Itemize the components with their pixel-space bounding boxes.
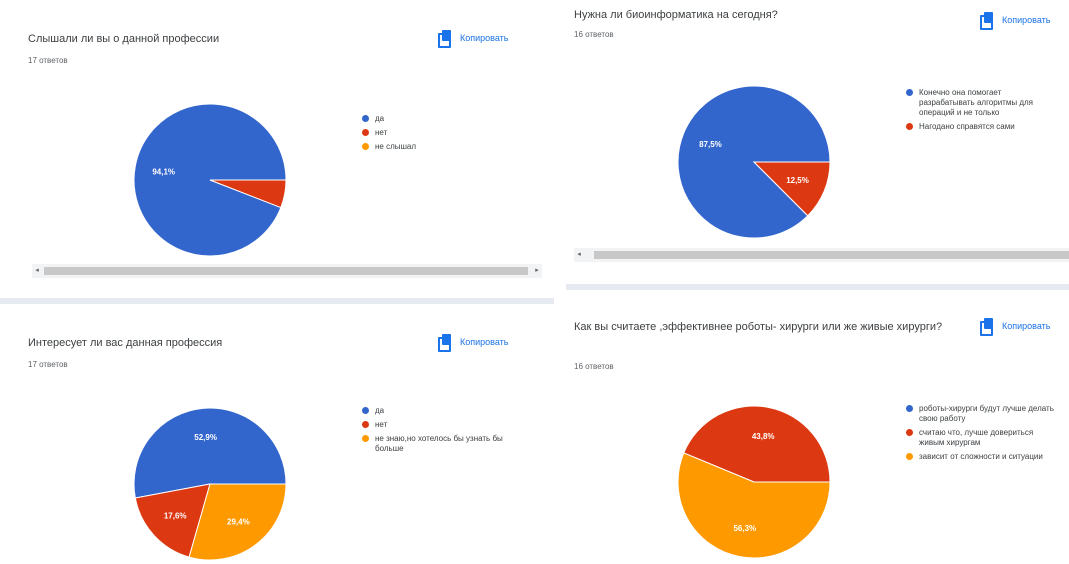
legend-dot: [362, 115, 369, 122]
pie-slice-2[interactable]: [188, 483, 287, 561]
legend-item[interactable]: не знаю,но хотелось бы узнать бы больше: [362, 434, 522, 454]
legend-dot: [906, 123, 913, 130]
slice-label: 43,8%: [752, 432, 775, 441]
response-count: 16 ответов: [574, 30, 614, 39]
copy-button[interactable]: Копировать: [980, 12, 1051, 30]
copy-label: Копировать: [1002, 14, 1051, 25]
response-count: 17 ответов: [28, 56, 68, 65]
question-title: Нужна ли биоинформатика на сегодня?: [574, 9, 778, 21]
legend-label: Нагодано справятся сами: [919, 122, 1015, 131]
pie-slice-1[interactable]: [134, 483, 211, 558]
legend-item[interactable]: нет: [362, 128, 542, 138]
legend: да нет не слышал: [362, 114, 542, 156]
legend-item[interactable]: нет: [362, 420, 522, 430]
legend-item[interactable]: да: [362, 114, 542, 124]
legend-item[interactable]: считаю что, лучше довериться живым хирур…: [906, 428, 1056, 448]
legend-label: нет: [375, 420, 388, 429]
legend-dot: [362, 407, 369, 414]
pie-slice-1[interactable]: [209, 179, 287, 209]
copy-icon: [980, 318, 994, 336]
legend-item[interactable]: зависит от сложности и ситуации: [906, 452, 1056, 462]
horizontal-scrollbar[interactable]: ◂ ▸: [32, 264, 542, 278]
legend-item[interactable]: да: [362, 406, 522, 416]
legend-label: зависит от сложности и ситуации: [919, 452, 1043, 461]
copy-button[interactable]: Копировать: [980, 318, 1051, 336]
section-divider: [0, 298, 554, 304]
legend-label: роботы-хирурги будут лучше делать свою р…: [919, 404, 1054, 423]
pie-chart: 94,1%: [133, 103, 287, 257]
legend: Конечно она помогает разрабатывать алгор…: [906, 88, 1056, 136]
pie-chart: 52,9% 17,6% 29,4%: [133, 407, 287, 561]
section-divider: [566, 284, 1069, 290]
legend-item[interactable]: не слышал: [362, 142, 542, 152]
copy-label: Копировать: [460, 32, 509, 43]
copy-icon: [438, 334, 452, 352]
copy-button[interactable]: Копировать: [438, 30, 509, 48]
scroll-right-icon[interactable]: ▸: [535, 267, 539, 274]
legend-dot: [362, 421, 369, 428]
response-count: 16 ответов: [574, 362, 614, 371]
scroll-left-icon[interactable]: ◂: [577, 251, 581, 258]
legend-dot: [906, 429, 913, 436]
legend-label: нет: [375, 128, 388, 137]
pie-slice-0[interactable]: [133, 407, 287, 499]
legend-dot: [362, 143, 369, 150]
pie-slice-1[interactable]: [683, 405, 831, 483]
copy-label: Копировать: [460, 336, 509, 347]
legend-dot: [362, 435, 369, 442]
question-title: Как вы считаете ,эффективнее роботы- хир…: [574, 321, 943, 333]
scroll-thumb[interactable]: [44, 267, 528, 275]
chart-card-4: Как вы считаете ,эффективнее роботы- хир…: [566, 292, 1069, 564]
legend-dot: [906, 405, 913, 412]
copy-button[interactable]: Копировать: [438, 334, 509, 352]
copy-icon: [438, 30, 452, 48]
horizontal-scrollbar[interactable]: ◂: [574, 248, 1069, 262]
legend-item[interactable]: Конечно она помогает разрабатывать алгор…: [906, 88, 1056, 118]
legend: роботы-хирурги будут лучше делать свою р…: [906, 404, 1056, 466]
slice-label: 52,9%: [194, 433, 217, 442]
legend-item[interactable]: Нагодано справятся сами: [906, 122, 1056, 132]
slice-label: 17,6%: [164, 512, 187, 521]
legend-dot: [906, 89, 913, 96]
legend-item[interactable]: роботы-хирурги будут лучше делать свою р…: [906, 404, 1056, 424]
legend: да нет не знаю,но хотелось бы узнать бы …: [362, 406, 522, 458]
pie-chart: 43,8% 56,3%: [677, 405, 831, 559]
legend-label: да: [375, 406, 385, 415]
slice-label: 87,5%: [699, 140, 722, 149]
pie-slice-2[interactable]: [677, 452, 831, 559]
legend-label: Конечно она помогает разрабатывать алгор…: [919, 88, 1033, 117]
slice-label: 56,3%: [733, 524, 756, 533]
legend-dot: [362, 129, 369, 136]
scroll-thumb[interactable]: [594, 251, 1069, 259]
question-title: Слышали ли вы о данной профессии: [28, 33, 220, 45]
slice-label: 94,1%: [152, 167, 175, 176]
scroll-left-icon[interactable]: ◂: [35, 267, 39, 274]
legend-label: не знаю,но хотелось бы узнать бы больше: [375, 434, 503, 453]
response-count: 17 ответов: [28, 360, 68, 369]
legend-dot: [906, 453, 913, 460]
slice-label: 12,5%: [786, 176, 809, 185]
question-title: Интересует ли вас данная профессия: [28, 337, 223, 349]
chart-card-3: Интересует ли вас данная профессия 17 от…: [10, 306, 554, 564]
chart-card-1: Слышали ли вы о данной профессии 17 отве…: [10, 14, 554, 296]
copy-icon: [980, 12, 994, 30]
copy-label: Копировать: [1002, 320, 1051, 331]
pie-chart: 87,5% 12,5%: [677, 85, 831, 239]
chart-card-2: Нужна ли биоинформатика на сегодня? 16 о…: [566, 0, 1069, 282]
legend-label: считаю что, лучше довериться живым хирур…: [919, 428, 1034, 447]
legend-label: не слышал: [375, 142, 417, 151]
pie-slice-1[interactable]: [752, 161, 831, 217]
legend-label: да: [375, 114, 385, 123]
slice-label: 29,4%: [227, 518, 250, 527]
